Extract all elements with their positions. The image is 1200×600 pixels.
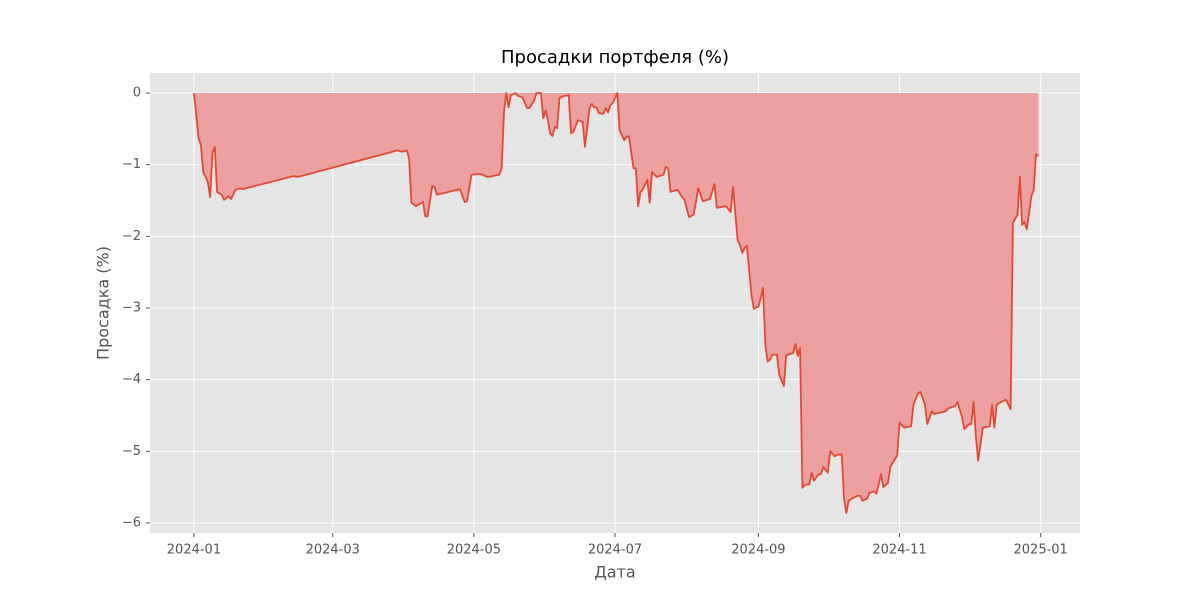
y-tick-label: −1 [122, 157, 141, 172]
x-tick-label: 2024-09 [731, 543, 785, 558]
line [193, 92, 1039, 514]
x-tick-label: 2024-01 [167, 543, 221, 558]
y-tick-label: 0 [133, 86, 141, 101]
y-tick-label: −2 [122, 229, 141, 244]
x-tick-label: 2025-01 [1014, 543, 1068, 558]
x-tick-label: 2024-05 [447, 543, 501, 558]
x-tick-label: 2024-11 [872, 543, 926, 558]
area [193, 93, 1039, 513]
x-tick-label: 2024-03 [306, 543, 360, 558]
y-tick-label: −6 [122, 515, 141, 530]
y-tick-label: −4 [122, 372, 141, 387]
y-tick-label: −5 [122, 444, 141, 459]
x-tick-label: 2024-07 [588, 543, 642, 558]
y-tick-label: −3 [122, 301, 141, 316]
chart-title: Просадки портфеля (%) [501, 47, 729, 68]
x-axis-label: Дата [594, 563, 635, 582]
y-axis-label: Просадка (%) [94, 246, 113, 360]
